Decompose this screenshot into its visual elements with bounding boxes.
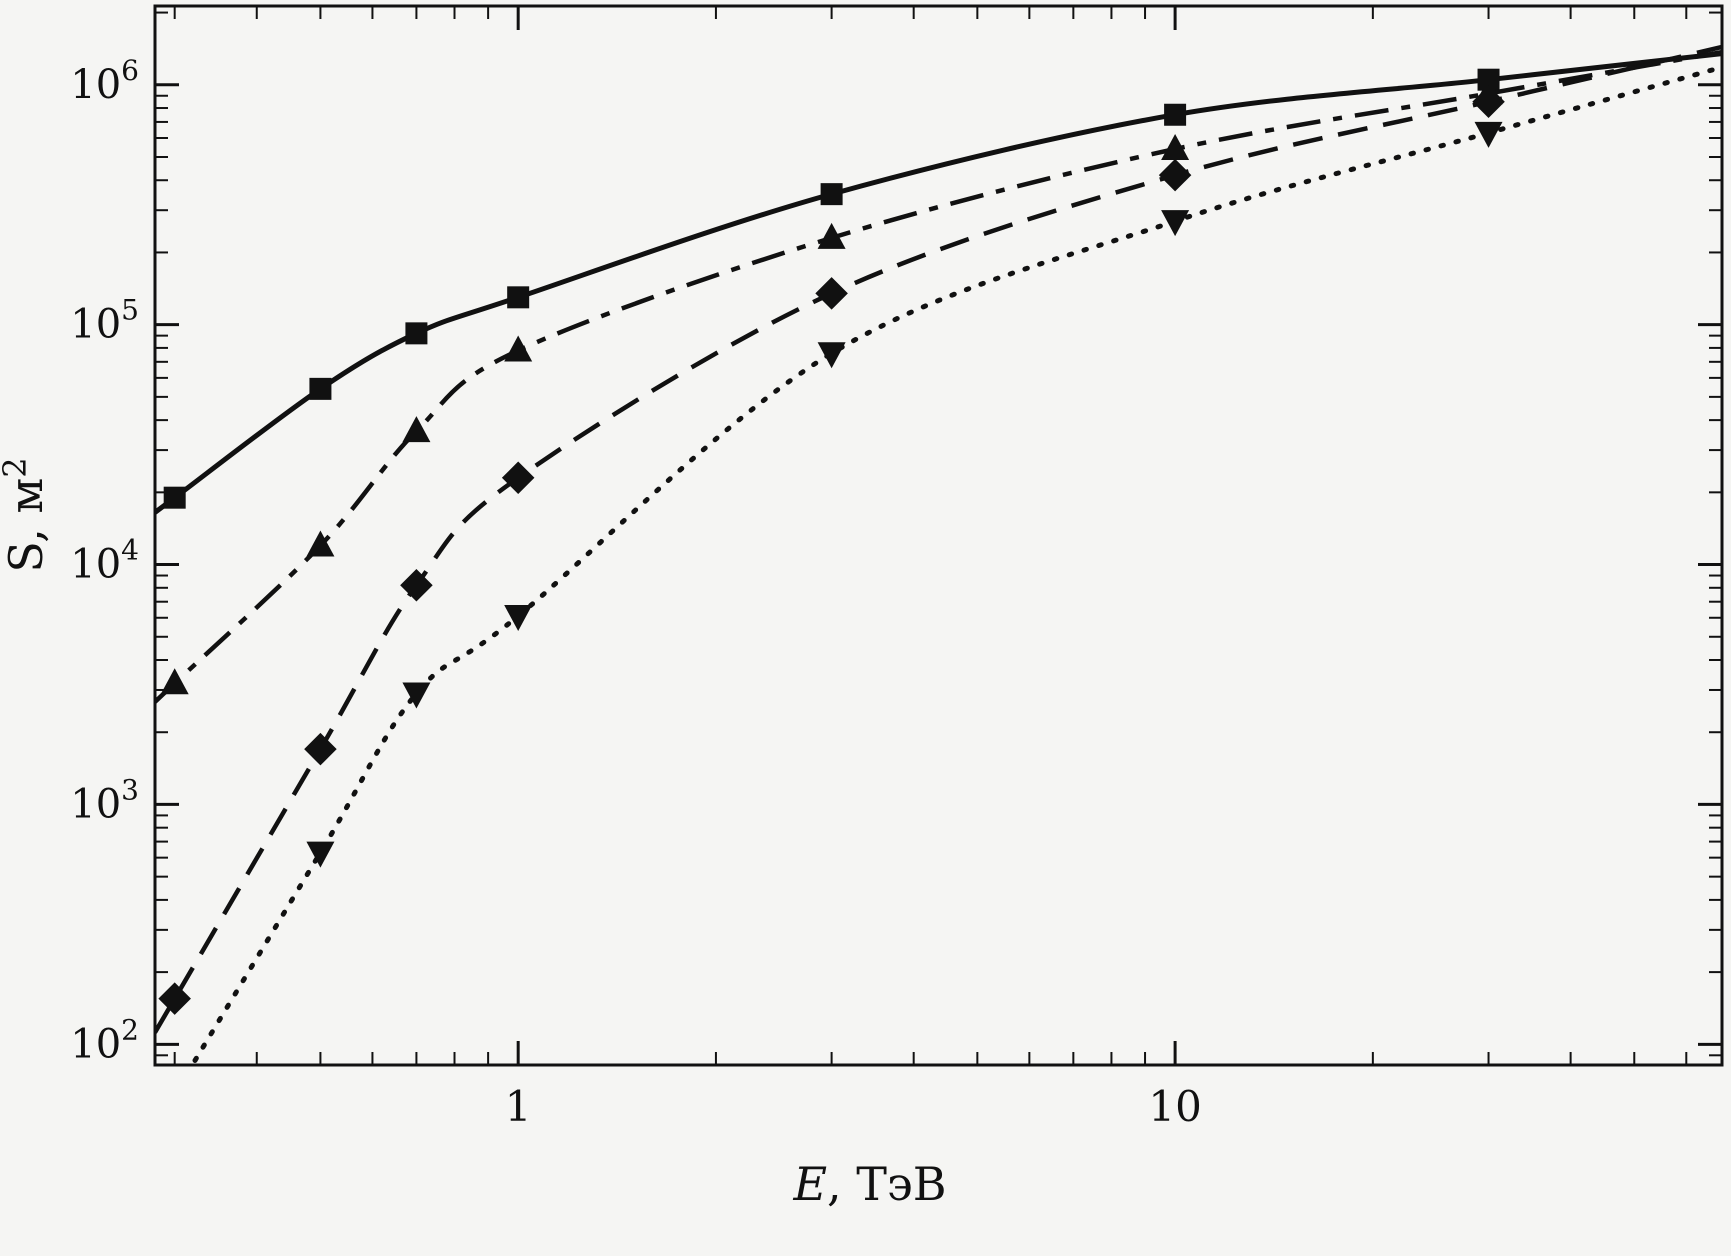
axis-ticks xyxy=(155,6,1722,1065)
marker-square-icon xyxy=(309,377,332,400)
marker-triangle-down-icon xyxy=(402,682,431,709)
marker-triangle-down-icon xyxy=(504,605,533,632)
x-tick-label: 10 xyxy=(1148,1082,1201,1131)
marker-square-icon xyxy=(163,486,186,509)
marker-triangle-up-icon xyxy=(817,222,846,249)
marker-diamond-icon xyxy=(501,461,535,495)
series-triangles-down-dotted xyxy=(189,64,1722,1065)
x-axis-label: E, ТэВ xyxy=(792,1157,946,1211)
marker-square-icon xyxy=(405,322,428,345)
y-axis-label: S, м2 xyxy=(0,457,53,572)
marker-triangle-up-icon xyxy=(504,335,533,362)
plot-frame xyxy=(153,4,1724,1067)
marker-square-icon xyxy=(820,183,843,206)
series-triangles-up-dashdot xyxy=(155,49,1722,704)
x-axis-label-units: , ТэВ xyxy=(827,1157,947,1211)
marker-square-icon xyxy=(507,286,530,309)
series-squares-solid xyxy=(155,51,1722,515)
y-tick-label: 106 xyxy=(70,54,139,108)
marker-triangle-down-icon xyxy=(1474,121,1503,148)
series-line-solid xyxy=(155,51,1722,515)
y-axis-label-superscript: 2 xyxy=(0,457,34,477)
marker-triangle-down-icon xyxy=(1161,210,1190,237)
marker-triangle-up-icon xyxy=(1161,133,1190,160)
y-tick-label: 103 xyxy=(70,773,139,827)
marker-diamond-icon xyxy=(815,277,848,310)
marker-triangle-down-icon xyxy=(817,342,846,369)
y-tick-label: 105 xyxy=(70,294,139,348)
marker-square-icon xyxy=(1164,103,1187,126)
y-axis-label-base: S, м xyxy=(0,478,53,573)
x-tick-label: 1 xyxy=(505,1082,532,1131)
marker-diamond-icon xyxy=(400,568,433,602)
marker-diamond-icon xyxy=(1472,85,1505,118)
marker-triangle-down-icon xyxy=(306,841,335,868)
series-line-dashed xyxy=(155,44,1722,1034)
y-tick-label: 104 xyxy=(70,534,139,588)
marker-triangle-up-icon xyxy=(160,668,189,695)
marker-diamond-icon xyxy=(158,982,191,1015)
series-line-dotted xyxy=(189,64,1722,1065)
marker-triangle-up-icon xyxy=(402,416,431,443)
marker-diamond-icon xyxy=(304,732,337,766)
series-diamonds-dashed xyxy=(155,44,1722,1034)
y-tick-label: 102 xyxy=(70,1013,139,1067)
x-axis-label-variable: E xyxy=(792,1157,827,1211)
marker-triangle-up-icon xyxy=(306,530,335,557)
marker-diamond-icon xyxy=(1158,158,1192,192)
tick-labels: 1 10 102 103 104 105 106 xyxy=(70,54,1202,1131)
series-line-dashdot xyxy=(155,49,1722,704)
